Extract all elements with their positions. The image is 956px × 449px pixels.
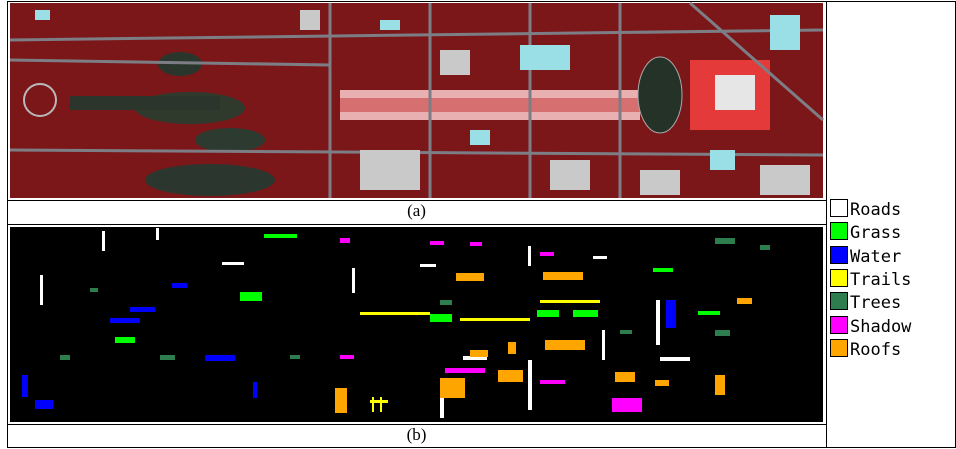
legend-label: Roofs [850,340,901,360]
legend-swatch [830,339,848,357]
caption: (b) [7,425,826,445]
legend-swatch [830,246,848,264]
legend-item: Trees [830,292,901,314]
legend-label: Grass [850,223,901,243]
legend-label: Trails [850,270,911,290]
legend-label: Shadow [850,317,911,337]
legend-item: Roads [830,199,901,221]
page: (a) (b) Roads Grass Water Trails Trees Shadow… [0,0,956,449]
caption: (a) [7,201,826,221]
legend-swatch [830,269,848,287]
legend-swatch [830,199,848,217]
legend-label: Roads [850,200,901,220]
ground-truth-map [10,227,823,422]
legend-item: Trails [830,269,911,291]
legend-label: Trees [850,293,901,313]
legend-swatch [830,292,848,310]
legend-swatch [830,222,848,240]
legend-item: Roofs [830,339,901,361]
legend-item: Shadow [830,316,911,338]
legend-item: Grass [830,222,901,244]
figure [0,0,956,449]
false-color-image [10,3,823,198]
legend-item: Water [830,246,901,268]
legend-swatch [830,316,848,334]
legend-label: Water [850,247,901,267]
